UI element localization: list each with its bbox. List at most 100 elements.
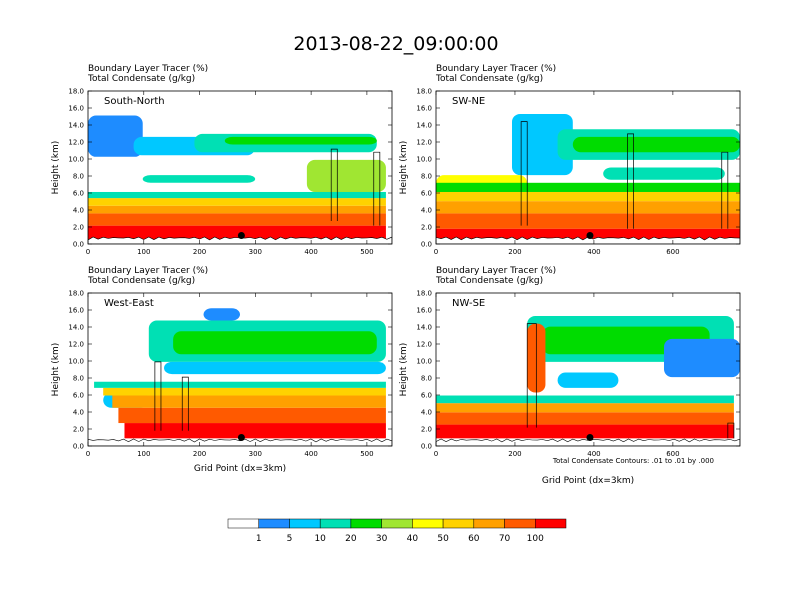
y-tick-label: 6.0	[73, 190, 84, 198]
tracer-band	[436, 424, 734, 439]
panel-west-east: Boundary Layer Tracer (%)Total Condensat…	[51, 266, 393, 474]
panel-subtitle: Total Condensate (g/kg)	[87, 74, 195, 84]
plot-frame	[435, 292, 741, 447]
colorbar: 1 5 10 20 30 40 50 60 70 100	[227, 518, 567, 544]
x-tick-label: 600	[666, 450, 679, 458]
x-tick-label: 0	[434, 248, 438, 256]
y-tick-label: 6.0	[73, 392, 84, 400]
x-tick-label: 100	[137, 450, 150, 458]
y-tick-label: 18.0	[68, 290, 84, 298]
y-tick-label: 0.0	[421, 443, 432, 451]
location-marker	[237, 434, 245, 441]
tracer-band	[436, 412, 734, 425]
tracer-band	[436, 395, 734, 404]
tracer-field	[88, 91, 392, 244]
panel-label: NW-SE	[452, 298, 485, 309]
colorbar-swatch	[319, 518, 352, 529]
tracer-region	[224, 136, 377, 145]
x-tick-label: 0	[86, 450, 90, 458]
y-tick-label: 8.0	[73, 173, 84, 181]
x-tick-label: 400	[587, 450, 600, 458]
tracer-band	[436, 182, 740, 192]
y-tick-label: 16.0	[68, 105, 84, 113]
y-tick-label: 10.0	[68, 156, 84, 164]
y-tick-label: 16.0	[68, 307, 84, 315]
y-tick-label: 4.0	[421, 207, 432, 215]
panels: Boundary Layer Tracer (%) Total Condensat…	[51, 64, 741, 486]
y-tick-label: 2.0	[73, 224, 84, 232]
colorbar-swatch	[442, 518, 475, 529]
y-tick-label: 12.0	[68, 341, 84, 349]
colorbar-label: 60	[468, 534, 480, 544]
x-tick-label: 500	[360, 248, 373, 256]
tracer-band	[436, 191, 740, 202]
colorbar-label: 50	[437, 534, 449, 544]
tracer-band	[118, 407, 386, 424]
tracer-region	[306, 159, 386, 192]
y-tick-label: 18.0	[68, 88, 84, 96]
tracer-region	[88, 115, 143, 157]
y-tick-label: 14.0	[68, 324, 84, 332]
x-tick-label: 600	[666, 248, 679, 256]
x-tick-label: 300	[249, 248, 262, 256]
colorbar-swatch	[289, 518, 321, 529]
y-axis-label: Height (km)	[51, 343, 61, 397]
tracer-band	[88, 191, 386, 199]
y-tick-label: 12.0	[416, 139, 432, 147]
y-tick-label: 4.0	[73, 409, 84, 417]
y-tick-label: 2.0	[73, 426, 84, 434]
tracer-region	[173, 331, 377, 355]
condensate-contour	[520, 121, 528, 226]
y-tick-label: 8.0	[421, 173, 432, 181]
colorbar-swatch	[227, 518, 259, 529]
y-tick-label: 6.0	[421, 190, 432, 198]
colorbar-swatch	[504, 518, 536, 529]
colorbar-label: 40	[407, 534, 419, 544]
panel-subtitle: Boundary Layer Tracer (%)	[436, 266, 556, 276]
condensate-contour	[526, 323, 537, 428]
x-tick-label: 0	[86, 248, 90, 256]
condensate-contour	[721, 151, 729, 229]
tracer-band	[103, 387, 386, 396]
panel-sw-ne: Boundary Layer Tracer (%)Total Condensat…	[399, 64, 741, 256]
y-tick-label: 18.0	[416, 88, 432, 96]
y-tick-label: 12.0	[416, 341, 432, 349]
tracer-band	[88, 205, 386, 214]
y-tick-label: 4.0	[73, 207, 84, 215]
tracer-field	[88, 293, 392, 446]
colorbar-label: 100	[527, 534, 544, 544]
tracer-band	[436, 403, 734, 413]
x-tick-label: 200	[193, 450, 206, 458]
panel-label: South-North	[104, 96, 165, 107]
condensate-contour	[627, 133, 634, 229]
condensate-contour	[727, 422, 735, 439]
colorbar-swatch	[473, 518, 505, 529]
panel-label: SW-NE	[452, 96, 485, 107]
condensate-contour	[154, 361, 162, 431]
x-tick-label: 100	[137, 248, 150, 256]
y-tick-label: 2.0	[421, 224, 432, 232]
y-tick-label: 0.0	[73, 443, 84, 451]
tracer-band	[124, 423, 386, 439]
y-tick-label: 10.0	[416, 358, 432, 366]
y-tick-label: 16.0	[416, 105, 432, 113]
y-tick-label: 12.0	[68, 139, 84, 147]
y-axis-label: Height (km)	[51, 141, 61, 195]
y-axis-label: Height (km)	[399, 141, 409, 195]
location-marker	[237, 232, 245, 239]
y-tick-label: 16.0	[416, 307, 432, 315]
x-tick-label: 0	[434, 450, 438, 458]
tracer-region	[203, 308, 240, 321]
y-tick-label: 14.0	[416, 122, 432, 130]
condensate-contour	[373, 151, 381, 226]
tracer-region	[603, 167, 725, 180]
panel-label: West-East	[104, 298, 154, 309]
panel-subtitle: Total Condensate (g/kg)	[435, 74, 543, 84]
condensate-contour	[330, 148, 338, 222]
plot-frame	[87, 90, 393, 245]
colorbar-swatch	[412, 518, 444, 529]
x-tick-label: 400	[304, 450, 317, 458]
y-tick-label: 10.0	[416, 156, 432, 164]
plot-frame	[435, 90, 741, 245]
